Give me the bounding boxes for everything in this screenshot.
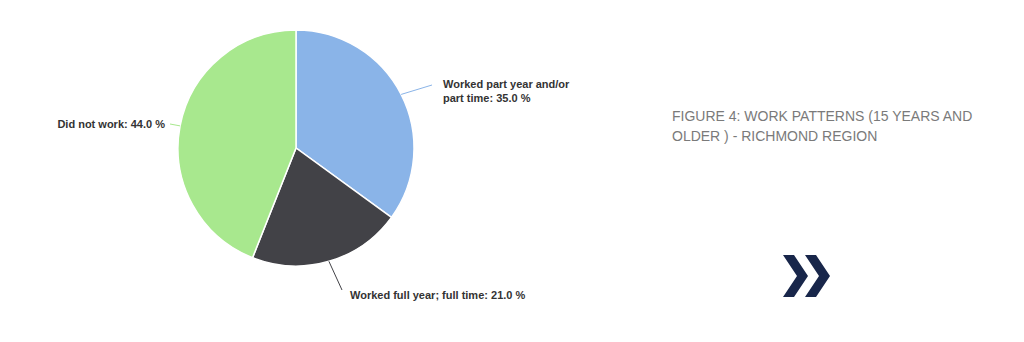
chart-title: FIGURE 4: WORK PATTERNS (15 YEARS AND OLD… xyxy=(672,108,972,144)
background xyxy=(0,0,1024,342)
separator: : xyxy=(489,92,496,104)
data-label: Did not work: 44.0 % xyxy=(57,118,165,130)
label-part: 44.0 % xyxy=(131,118,165,130)
chart-container: Worked part year and/or part time: 35.0 %… xyxy=(0,0,1024,342)
label-part: Worked part year and/or xyxy=(443,78,570,90)
label-part: 21.0 % xyxy=(491,289,525,301)
label-part: FIGURE 4: WORK PATTERNS (15 YEARS AND xyxy=(672,108,972,124)
chart-svg: Worked part year and/or part time: 35.0 %… xyxy=(0,0,1024,342)
text-line: FIGURE 4: WORK PATTERNS (15 YEARS AND xyxy=(672,108,972,124)
separator: : xyxy=(484,289,491,301)
text-line: Worked full year; full time: 21.0 % xyxy=(350,289,525,301)
label-part: 35.0 % xyxy=(496,92,530,104)
label-part: Did not work xyxy=(57,118,124,130)
chevron xyxy=(783,255,808,297)
pie xyxy=(178,30,414,266)
label-part: part time xyxy=(443,92,489,104)
data-label: Worked full year; full time: 21.0 % xyxy=(350,289,525,301)
data-label: Worked part year and/or part time: 35.0 % xyxy=(443,78,570,104)
leader-line xyxy=(329,261,342,290)
text-line: Did not work: 44.0 % xyxy=(57,118,165,130)
pie-slice xyxy=(178,30,296,258)
label-part: Worked full year; full time xyxy=(350,289,484,301)
leader-line xyxy=(401,85,432,94)
separator: : xyxy=(124,118,131,130)
chevron xyxy=(805,255,830,297)
text-line: OLDER ) - RICHMOND REGION xyxy=(672,128,877,144)
label-part: OLDER ) - RICHMOND REGION xyxy=(672,128,877,144)
text-line: part time: 35.0 % xyxy=(443,92,531,104)
text-line: Worked part year and/or xyxy=(443,78,570,90)
chevron-icon xyxy=(783,255,830,297)
leader-line xyxy=(170,124,180,126)
